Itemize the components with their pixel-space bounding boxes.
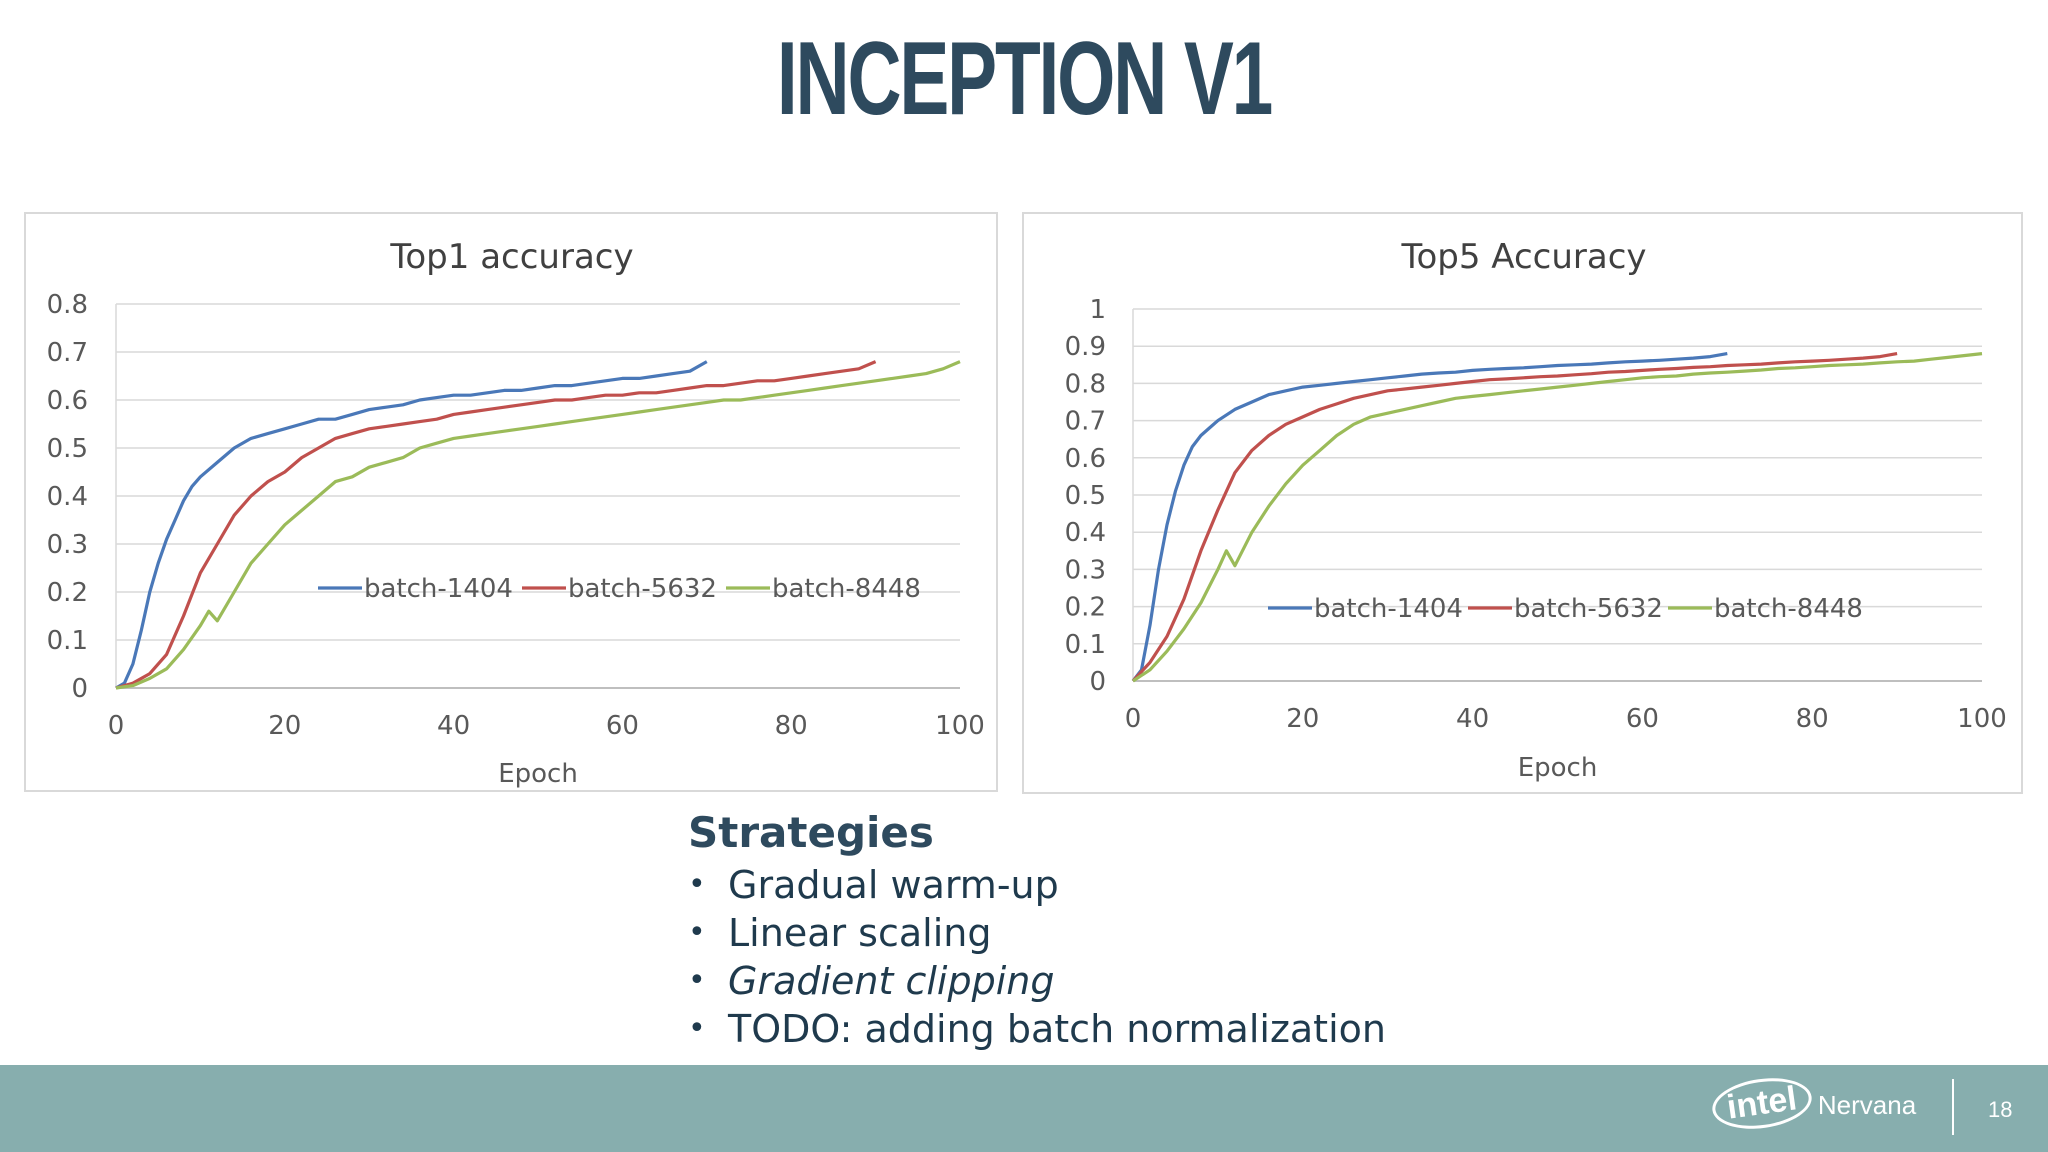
y-tick-label: 0.2 [47, 578, 88, 608]
y-tick-label: 0.7 [1065, 407, 1106, 437]
x-tick-label: 0 [108, 711, 125, 741]
y-tick-label: 0 [71, 674, 88, 704]
chart-svg: Top1 accuracy 0 0.1 0.2 0.3 0.4 0.5 0.6 0.7 0.8 0 2… [47, 237, 985, 789]
y-tick-label: 0.8 [47, 290, 88, 320]
series-line-batch-1404 [115, 360, 708, 690]
y-tick-label: 0.6 [1065, 444, 1106, 474]
y-tick-label: 0.4 [1065, 518, 1106, 548]
series-line-batch-8448 [115, 360, 961, 690]
legend-label: batch-5632 [1514, 594, 1663, 624]
y-tick-label: 0.5 [47, 434, 88, 464]
x-tick-label: 20 [1286, 704, 1319, 734]
y-tick-label: 0 [1089, 667, 1106, 697]
legend-label: batch-1404 [364, 574, 513, 604]
intel-logo: intel [1709, 1072, 1815, 1135]
y-tick-label: 0.2 [1065, 593, 1106, 623]
legend-label: batch-8448 [1714, 594, 1863, 624]
x-tick-label: 0 [1125, 704, 1142, 734]
strategies-list: Gradual warm-up Linear scaling Gradient … [688, 861, 1386, 1053]
strategy-item: Gradient clipping [688, 957, 1386, 1005]
top5-accuracy-chart: Top5 Accuracy 0 0.1 0.2 0.3 0.4 0.5 0.6 0.7 0.8 0.… [1022, 212, 2023, 794]
slide-title: INCEPTION V1 [776, 21, 1273, 137]
series-line-batch-8448 [1132, 352, 1983, 683]
y-tick-label: 0.4 [47, 482, 88, 512]
strategies-heading: Strategies [688, 808, 934, 857]
legend-label: batch-1404 [1314, 594, 1463, 624]
strategy-item: Linear scaling [688, 909, 1386, 957]
chart-title: Top1 accuracy [389, 237, 633, 277]
y-tick-label: 0.8 [1065, 369, 1106, 399]
strategies-section: Strategies Gradual warm-up Linear scalin… [688, 808, 1386, 1053]
x-tick-label: 100 [1957, 704, 2007, 734]
strategy-item: TODO: adding batch normalization [688, 1005, 1386, 1053]
x-tick-label: 20 [268, 711, 301, 741]
y-tick-label: 0.1 [47, 626, 88, 656]
y-tick-label: 0.6 [47, 386, 88, 416]
footer-divider [1952, 1079, 1954, 1135]
footer-bar: intel Nervana 18 [0, 1065, 2048, 1152]
series-line-batch-1404 [1131, 352, 1728, 682]
series-line-batch-5632 [115, 360, 877, 690]
y-tick-label: 0.1 [1065, 630, 1106, 660]
nervana-logo-text: Nervana [1817, 1090, 1917, 1120]
legend-label: batch-8448 [772, 574, 921, 604]
series-line-batch-5632 [1131, 352, 1898, 683]
x-tick-label: 40 [437, 711, 470, 741]
x-tick-label: 40 [1456, 704, 1489, 734]
x-axis-label: Epoch [1518, 753, 1598, 783]
y-tick-label: 0.9 [1065, 332, 1106, 362]
y-tick-label: 0.3 [1065, 555, 1106, 585]
page-number: 18 [1988, 1097, 2013, 1122]
y-tick-label: 0.3 [47, 530, 88, 560]
x-tick-label: 80 [1796, 704, 1829, 734]
x-tick-label: 100 [935, 711, 985, 741]
top1-accuracy-chart: Top1 accuracy 0 0.1 0.2 0.3 0.4 0.5 0.6 0.7 0.8 0 2… [24, 212, 998, 792]
y-tick-label: 0.5 [1065, 481, 1106, 511]
y-tick-label: 0.7 [47, 338, 88, 368]
legend-label: batch-5632 [568, 574, 717, 604]
y-tick-label: 1 [1089, 295, 1106, 325]
x-tick-label: 60 [1626, 704, 1659, 734]
x-axis-label: Epoch [498, 759, 578, 789]
intel-nervana-logo: intel Nervana [1709, 1072, 1917, 1135]
strategy-item: Gradual warm-up [688, 861, 1386, 909]
chart-title: Top5 Accuracy [1400, 237, 1646, 277]
x-tick-label: 80 [775, 711, 808, 741]
x-tick-label: 60 [606, 711, 639, 741]
chart-svg: Top5 Accuracy 0 0.1 0.2 0.3 0.4 0.5 0.6 0.7 0.8 0.… [1065, 237, 2007, 783]
